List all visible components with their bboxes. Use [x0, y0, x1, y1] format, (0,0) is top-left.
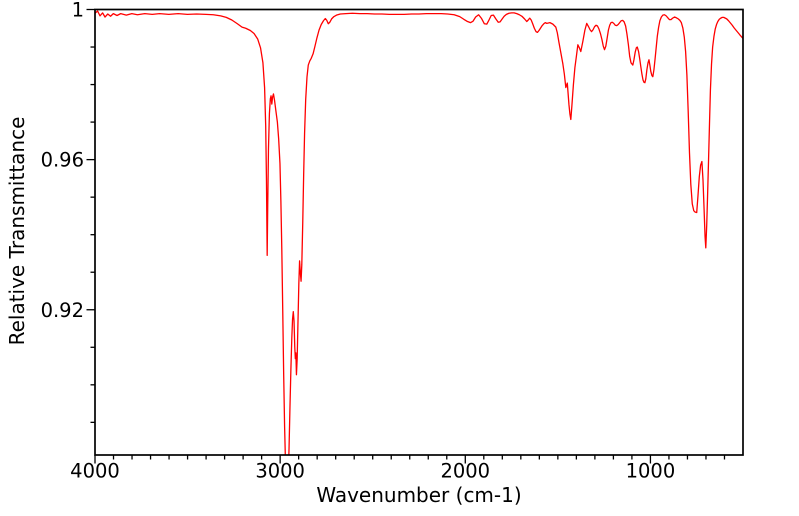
x-tick-label: 4000	[70, 460, 120, 483]
spectrum-trace	[95, 10, 743, 455]
y-tick-label: 1	[72, 0, 84, 22]
axis-ticks	[86, 8, 726, 464]
x-axis-title: Wavenumber (cm-1)	[316, 483, 522, 507]
y-axis-title: Relative Transmittance	[5, 116, 29, 346]
x-tick-label: 2000	[440, 460, 490, 483]
x-tick-label: 3000	[255, 460, 305, 483]
plot-border	[94, 8, 744, 456]
x-tick-label: 1000	[626, 460, 676, 483]
y-tick-label: 0.96	[41, 149, 84, 172]
y-tick-label: 0.92	[41, 299, 84, 322]
axis-tick-labels: 4000 3000 2000 1000 1 0.96 0.92	[41, 0, 676, 483]
